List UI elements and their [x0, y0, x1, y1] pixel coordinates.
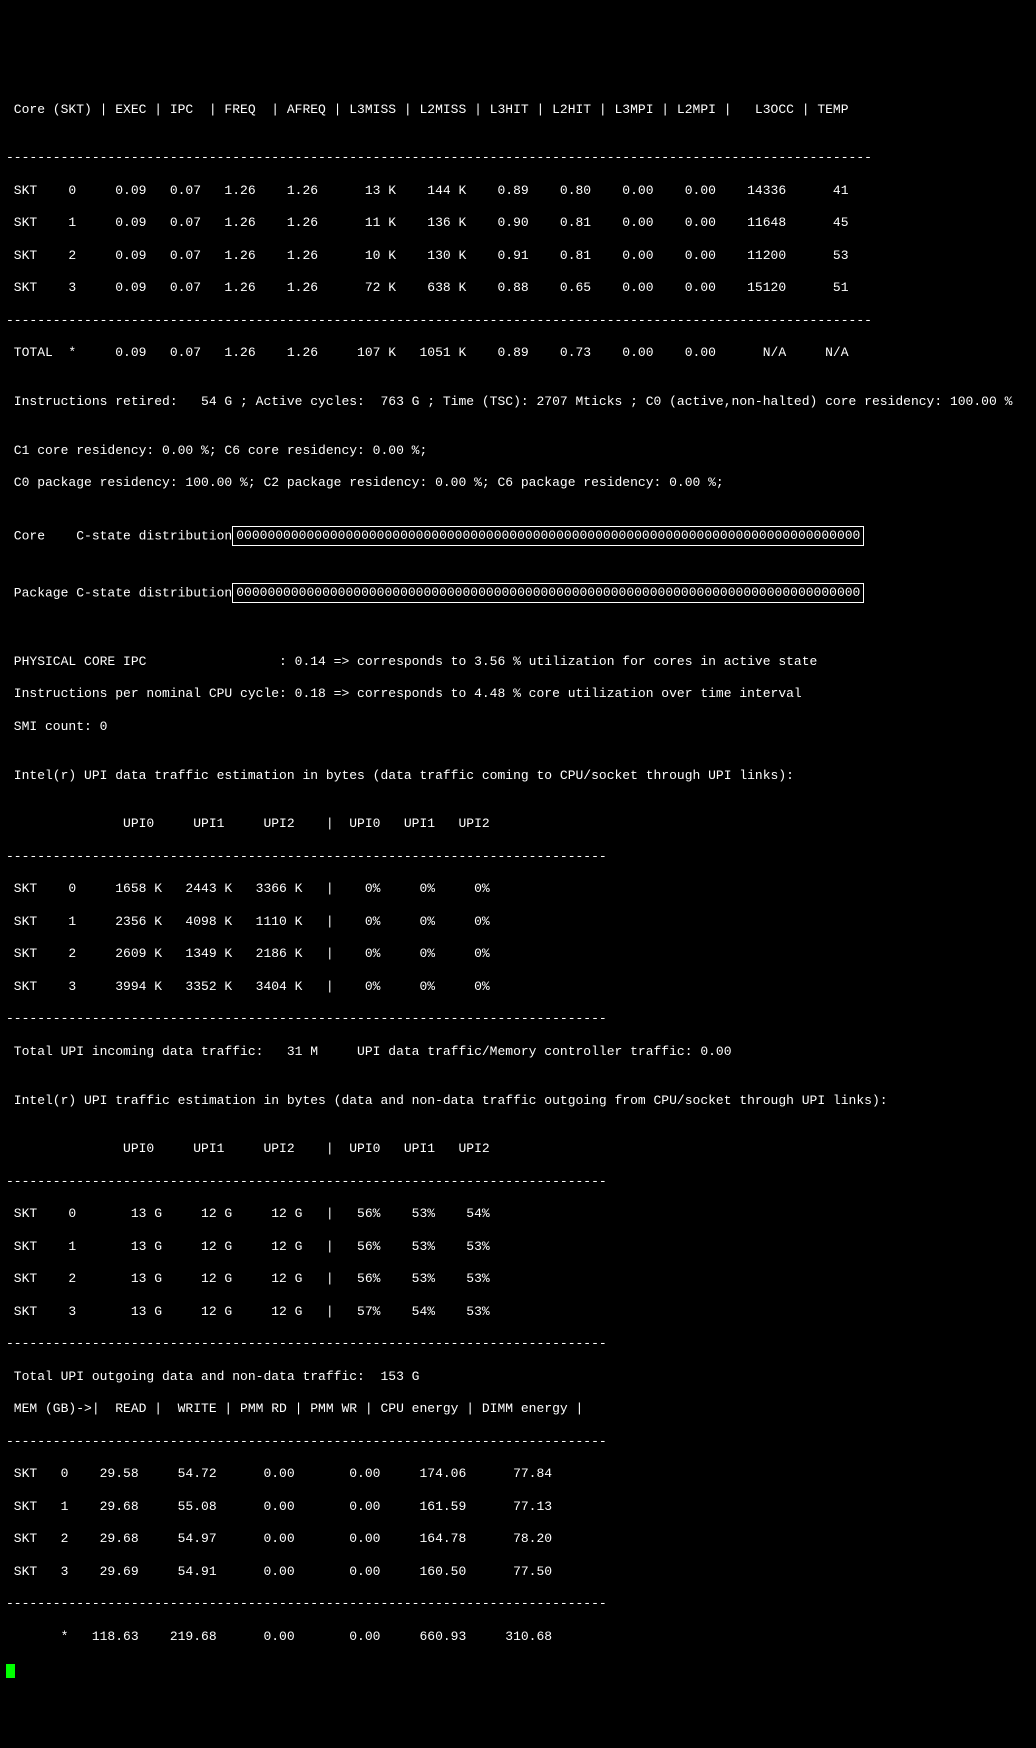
- divider: ----------------------------------------…: [6, 849, 1030, 865]
- upi-in-row: SKT 2 2609 K 1349 K 2186 K | 0% 0% 0%: [6, 946, 1030, 962]
- upi-incoming-header: Intel(r) UPI data traffic estimation in …: [6, 768, 1030, 784]
- cstate-core-box: 0000000000000000000000000000000000000000…: [232, 526, 864, 546]
- upi-out-row: SKT 1 13 G 12 G 12 G | 56% 53% 53%: [6, 1239, 1030, 1255]
- c0-pkg-residency-line: C0 package residency: 100.00 %; C2 packa…: [6, 475, 1030, 491]
- divider: ----------------------------------------…: [6, 1336, 1030, 1352]
- cursor-icon: [6, 1664, 15, 1678]
- terminal-output: Core (SKT) | EXEC | IPC | FREQ | AFREQ |…: [0, 81, 1036, 1698]
- total-row: TOTAL * 0.09 0.07 1.26 1.26 107 K 1051 K…: [6, 345, 1030, 361]
- prompt-line[interactable]: [6, 1661, 1030, 1677]
- cstate-pkg-box: 0000000000000000000000000000000000000000…: [232, 583, 864, 603]
- skt-row: SKT 2 0.09 0.07 1.26 1.26 10 K 130 K 0.9…: [6, 248, 1030, 264]
- upi-columns: UPI0 UPI1 UPI2 | UPI0 UPI1 UPI2: [6, 1141, 1030, 1157]
- pkg-cstate-line: Package C-state distribution000000000000…: [6, 581, 1030, 605]
- mem-row: SKT 3 29.69 54.91 0.00 0.00 160.50 77.50: [6, 1564, 1030, 1580]
- c1-residency-line: C1 core residency: 0.00 %; C6 core resid…: [6, 443, 1030, 459]
- mem-row: SKT 0 29.58 54.72 0.00 0.00 174.06 77.84: [6, 1466, 1030, 1482]
- divider: ----------------------------------------…: [6, 150, 1030, 166]
- mem-row: SKT 2 29.68 54.97 0.00 0.00 164.78 78.20: [6, 1531, 1030, 1547]
- upi-out-total: Total UPI outgoing data and non-data tra…: [6, 1369, 1030, 1385]
- header-line: Core (SKT) | EXEC | IPC | FREQ | AFREQ |…: [6, 102, 1030, 118]
- mem-row: SKT 1 29.68 55.08 0.00 0.00 161.59 77.13: [6, 1499, 1030, 1515]
- divider: ----------------------------------------…: [6, 1596, 1030, 1612]
- skt-row: SKT 1 0.09 0.07 1.26 1.26 11 K 136 K 0.9…: [6, 215, 1030, 231]
- skt-row: SKT 0 0.09 0.07 1.26 1.26 13 K 144 K 0.8…: [6, 183, 1030, 199]
- divider: ----------------------------------------…: [6, 1174, 1030, 1190]
- instructions-retired-line: Instructions retired: 54 G ; Active cycl…: [6, 394, 1030, 410]
- physical-ipc-line: PHYSICAL CORE IPC : 0.14 => corresponds …: [6, 654, 1030, 670]
- mem-total: * 118.63 219.68 0.00 0.00 660.93 310.68: [6, 1629, 1030, 1645]
- upi-in-total: Total UPI incoming data traffic: 31 M UP…: [6, 1044, 1030, 1060]
- mem-header: MEM (GB)->| READ | WRITE | PMM RD | PMM …: [6, 1401, 1030, 1417]
- instr-per-cycle-line: Instructions per nominal CPU cycle: 0.18…: [6, 686, 1030, 702]
- divider: ----------------------------------------…: [6, 313, 1030, 329]
- upi-out-row: SKT 3 13 G 12 G 12 G | 57% 54% 53%: [6, 1304, 1030, 1320]
- upi-columns: UPI0 UPI1 UPI2 | UPI0 UPI1 UPI2: [6, 816, 1030, 832]
- upi-in-row: SKT 3 3994 K 3352 K 3404 K | 0% 0% 0%: [6, 979, 1030, 995]
- upi-out-row: SKT 2 13 G 12 G 12 G | 56% 53% 53%: [6, 1271, 1030, 1287]
- skt-row: SKT 3 0.09 0.07 1.26 1.26 72 K 638 K 0.8…: [6, 280, 1030, 296]
- core-cstate-line: Core C-state distribution000000000000000…: [6, 524, 1030, 548]
- divider: ----------------------------------------…: [6, 1011, 1030, 1027]
- upi-outgoing-header: Intel(r) UPI traffic estimation in bytes…: [6, 1093, 1030, 1109]
- upi-in-row: SKT 0 1658 K 2443 K 3366 K | 0% 0% 0%: [6, 881, 1030, 897]
- divider: ----------------------------------------…: [6, 1434, 1030, 1450]
- smi-count-line: SMI count: 0: [6, 719, 1030, 735]
- upi-out-row: SKT 0 13 G 12 G 12 G | 56% 53% 54%: [6, 1206, 1030, 1222]
- upi-in-row: SKT 1 2356 K 4098 K 1110 K | 0% 0% 0%: [6, 914, 1030, 930]
